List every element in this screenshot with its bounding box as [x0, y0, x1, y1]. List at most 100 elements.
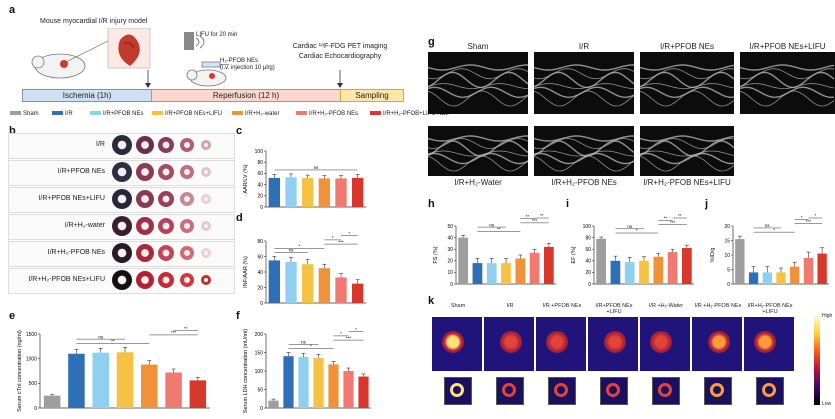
bar	[165, 372, 182, 408]
slice-row: I/R+H₂-PFOB NEs+LIFU	[8, 268, 235, 294]
significance-label: ***	[670, 220, 676, 225]
echo-image	[428, 52, 528, 114]
legend-swatch	[152, 111, 163, 116]
y-axis-label: INF/AAR (%)	[243, 256, 249, 288]
legend-swatch	[52, 111, 63, 116]
heart-slice	[158, 137, 174, 153]
y-tick-label: 0	[260, 406, 263, 412]
y-tick-label: 60	[585, 247, 591, 253]
y-tick-label: 40	[257, 270, 263, 276]
echo-band	[428, 138, 528, 149]
y-tick-label: 100	[583, 224, 592, 230]
panel-label-c: c	[236, 125, 243, 137]
panel-label-k: k	[428, 295, 435, 307]
echo-waveform	[740, 64, 835, 107]
bar	[529, 252, 540, 284]
echo-label: Sham	[467, 42, 489, 51]
echo-image	[534, 52, 634, 114]
y-tick-label: 150	[255, 350, 264, 356]
bar	[596, 238, 606, 284]
imaging-line2: Cardiac Echocardiography	[298, 53, 382, 60]
y-axis-label: EF (%)	[571, 246, 577, 263]
slice-row: I/R	[8, 133, 235, 159]
heart-slice	[180, 219, 194, 233]
pet-uptake	[650, 331, 672, 353]
echo-panel: Sham I/R I/R+PFOB NEs I/R+PFOB NEs+LIFU I/R+…	[428, 42, 835, 192]
echo-image	[640, 126, 734, 176]
pet-uptake	[708, 331, 730, 353]
pet-uptake	[604, 331, 626, 353]
pet-heart-closeup	[444, 377, 472, 405]
significance-label: ***	[346, 335, 352, 340]
y-tick-label: 30	[447, 247, 453, 253]
pet-scan	[692, 317, 742, 371]
bar	[735, 239, 745, 284]
y-tick-label: 40	[257, 182, 263, 188]
heart-slice	[201, 248, 211, 258]
pet-ring	[450, 383, 464, 397]
heart-slice	[201, 140, 211, 150]
heart-slice	[136, 190, 154, 208]
y-tick-label: 200	[255, 332, 264, 338]
bar	[92, 352, 109, 408]
heart-slice	[180, 192, 194, 206]
echo-waveform	[428, 64, 528, 107]
pet-heart-closeup	[600, 377, 628, 405]
legend-item: I/R+PFOB NEs	[90, 111, 144, 117]
legend-label: I/R+H₂-water	[245, 111, 280, 117]
pet-uptake	[442, 331, 464, 353]
bar	[302, 264, 314, 303]
bar	[790, 266, 800, 284]
y-tick-label: 50	[257, 387, 263, 393]
syringe-icon	[201, 61, 229, 68]
bar	[285, 177, 297, 207]
significance-label: *	[773, 227, 775, 232]
legend-item: Sham	[10, 111, 39, 117]
panel-label-h: h	[428, 198, 435, 210]
echo-label: I/R+H₂-PFOB NEs+LIFU	[643, 178, 731, 187]
pet-ring	[710, 383, 724, 397]
echo-label: I/R	[578, 42, 590, 51]
pet-heart-closeup	[756, 377, 784, 405]
legend-swatch	[370, 111, 381, 116]
echo-image	[640, 52, 734, 114]
echo-band	[534, 152, 634, 165]
bar	[268, 400, 279, 408]
pet-scan	[432, 317, 482, 371]
heart-slice	[136, 136, 154, 154]
pet-scale-low: Low	[822, 401, 832, 407]
significance-label: **	[664, 216, 668, 221]
timeline-arrows	[145, 70, 343, 88]
panel-label-j: j	[705, 198, 709, 210]
heart-slice	[136, 217, 154, 235]
phase-ischemia: Ischemia (1h)	[22, 89, 152, 102]
bar	[189, 380, 207, 408]
pet-scan	[744, 317, 794, 371]
legend-label: I/R+H₂-PFOB NEs	[309, 111, 359, 117]
pet-label: I/R	[506, 303, 514, 309]
echo-label: I/R+H₂-PFOB NEs	[551, 178, 617, 187]
echo-image	[428, 126, 528, 176]
bar	[501, 263, 511, 284]
y-tick-label: 0	[260, 205, 263, 211]
model-title: Mouse myocardial I/R injury model	[40, 18, 148, 25]
pet-label: I/R +PFOB NEs	[542, 303, 582, 309]
echo-label: I/R+H₂-Water	[454, 178, 502, 187]
echo-band	[428, 152, 528, 165]
slice-row-label: I/R	[96, 141, 105, 148]
nes-line2: (i.v. injection 10 μl/g)	[220, 65, 275, 71]
phase-reperfusion: Reperfusion (12 h)	[151, 89, 341, 102]
bar	[285, 261, 297, 303]
significance-label: *	[310, 344, 312, 349]
ttc-slices-panel: I/R I/R+PFOB NEs I/R+PFOB NEs+LIFU I/R+H₂-w…	[0, 131, 235, 301]
bar	[318, 268, 330, 303]
pet-heart-closeup	[548, 377, 576, 405]
significance-label: *	[298, 244, 300, 249]
echo-band	[640, 140, 734, 157]
y-axis-label: Serum cTnI concentration (ng/ml)	[17, 330, 23, 412]
y-tick-label: 10	[447, 270, 453, 276]
echo-waveform	[534, 64, 634, 107]
legend-label: I/R+PFOB NEs	[103, 111, 144, 117]
bar	[141, 364, 158, 408]
legend-swatch	[296, 111, 307, 116]
